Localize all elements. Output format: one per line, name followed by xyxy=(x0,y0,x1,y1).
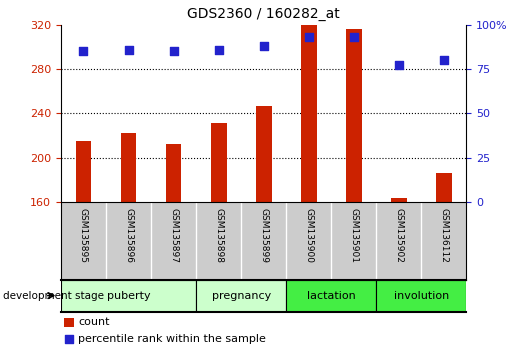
Text: GSM136112: GSM136112 xyxy=(439,208,448,263)
Text: GSM135896: GSM135896 xyxy=(124,208,133,263)
Title: GDS2360 / 160282_at: GDS2360 / 160282_at xyxy=(187,7,340,21)
Point xyxy=(214,47,223,52)
Bar xyxy=(121,133,136,202)
Bar xyxy=(436,173,452,202)
Text: lactation: lactation xyxy=(307,291,356,301)
Text: GSM135900: GSM135900 xyxy=(304,208,313,263)
Point xyxy=(124,47,132,52)
Text: count: count xyxy=(78,317,110,327)
Point xyxy=(440,57,448,63)
Text: puberty: puberty xyxy=(107,291,151,301)
Bar xyxy=(286,280,376,312)
Text: GSM135899: GSM135899 xyxy=(259,208,268,263)
Text: GSM135901: GSM135901 xyxy=(349,208,358,263)
Bar xyxy=(64,318,74,327)
Point xyxy=(394,63,403,68)
Point xyxy=(80,48,88,54)
Text: involution: involution xyxy=(394,291,449,301)
Text: pregnancy: pregnancy xyxy=(211,291,271,301)
Text: GSM135897: GSM135897 xyxy=(169,208,178,263)
Bar xyxy=(76,141,91,202)
Bar xyxy=(256,105,271,202)
Bar xyxy=(166,144,181,202)
Bar xyxy=(391,199,407,202)
Bar xyxy=(61,280,196,312)
Point xyxy=(65,336,73,342)
Point xyxy=(350,34,358,40)
Bar xyxy=(211,123,226,202)
Point xyxy=(169,48,178,54)
Text: GSM135898: GSM135898 xyxy=(214,208,223,263)
Bar xyxy=(376,280,466,312)
Bar xyxy=(346,29,361,202)
Text: GSM135902: GSM135902 xyxy=(394,208,403,263)
Bar xyxy=(196,280,286,312)
Point xyxy=(259,43,268,49)
Bar xyxy=(301,25,316,202)
Text: percentile rank within the sample: percentile rank within the sample xyxy=(78,334,266,344)
Point xyxy=(304,34,313,40)
Text: development stage: development stage xyxy=(3,291,104,301)
Text: GSM135895: GSM135895 xyxy=(79,208,88,263)
